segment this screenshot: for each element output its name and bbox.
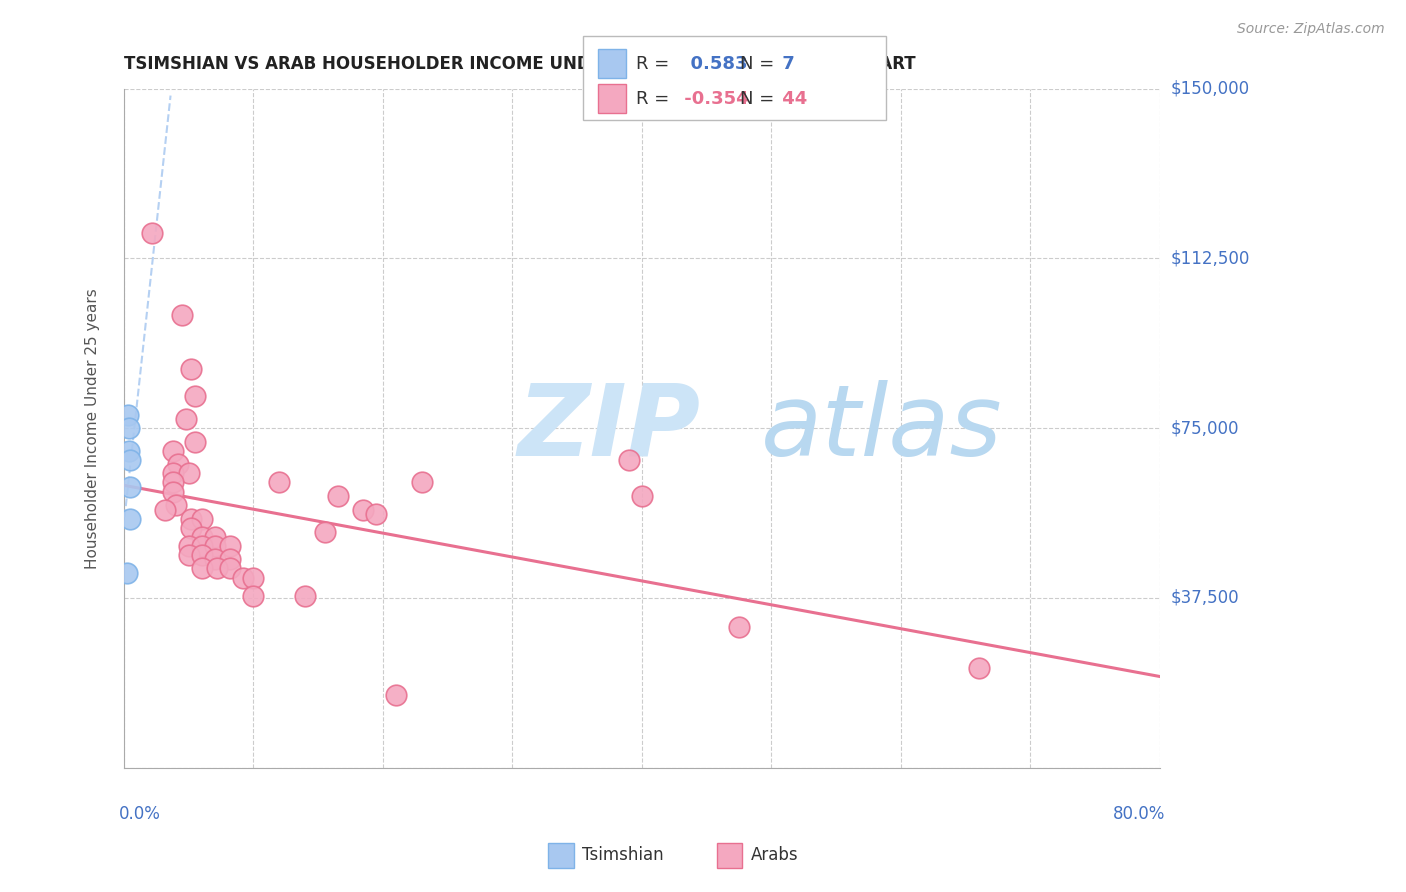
Text: Source: ZipAtlas.com: Source: ZipAtlas.com (1237, 22, 1385, 37)
Point (631, 489, 654, 503)
Point (219, 552, 242, 566)
Point (174, 412, 197, 426)
Text: R =: R = (636, 54, 669, 73)
Point (219, 539, 242, 553)
Point (190, 561, 212, 575)
Point (314, 525, 336, 540)
Text: $37,500: $37,500 (1171, 589, 1240, 607)
Y-axis label: Householder Income Under 25 years: Householder Income Under 25 years (86, 288, 100, 568)
Text: TSIMSHIAN VS ARAB HOUSEHOLDER INCOME UNDER 25 YEARS CORRELATION CHART: TSIMSHIAN VS ARAB HOUSEHOLDER INCOME UND… (124, 55, 915, 73)
Point (162, 475, 184, 490)
Text: Tsimshian: Tsimshian (582, 846, 664, 863)
Point (167, 458, 190, 472)
Point (162, 484, 184, 499)
Point (177, 548, 200, 562)
Text: Arabs: Arabs (751, 846, 799, 863)
Point (204, 552, 226, 566)
Point (967, 661, 990, 675)
Text: atlas: atlas (761, 380, 1002, 476)
Point (177, 467, 200, 481)
Point (204, 539, 226, 553)
Point (353, 502, 375, 516)
Point (190, 548, 212, 562)
Text: $75,000: $75,000 (1171, 419, 1240, 437)
Point (232, 570, 254, 584)
Text: $150,000: $150,000 (1171, 79, 1250, 97)
Point (190, 530, 212, 544)
Point (326, 489, 349, 503)
Point (184, 434, 207, 449)
Text: 44: 44 (776, 89, 807, 108)
Point (242, 570, 264, 584)
Point (155, 502, 177, 516)
Point (411, 475, 433, 490)
Text: 0.0%: 0.0% (118, 805, 160, 823)
Text: -0.354: -0.354 (678, 89, 748, 108)
Point (177, 539, 200, 553)
Text: R =: R = (636, 89, 669, 108)
Point (242, 589, 264, 603)
Point (180, 521, 202, 535)
Point (728, 620, 751, 634)
Point (190, 539, 212, 553)
Point (204, 530, 226, 544)
Text: N =: N = (740, 89, 773, 108)
Point (172, 308, 194, 322)
Point (366, 507, 388, 521)
Point (219, 561, 242, 575)
Point (162, 467, 184, 481)
Text: 80.0%: 80.0% (1112, 805, 1166, 823)
Point (184, 389, 207, 403)
Point (205, 561, 228, 575)
Point (115, 566, 138, 580)
Point (180, 511, 202, 525)
Text: 0.583: 0.583 (678, 54, 747, 73)
Text: N =: N = (740, 54, 773, 73)
Point (117, 408, 139, 422)
Text: 7: 7 (776, 54, 794, 73)
Point (165, 498, 187, 512)
Point (294, 589, 316, 603)
Point (269, 475, 291, 490)
Point (162, 443, 184, 458)
Point (120, 480, 142, 494)
Text: $112,500: $112,500 (1171, 250, 1250, 268)
Point (120, 453, 142, 467)
Point (180, 362, 202, 376)
Point (118, 443, 141, 458)
Text: ZIP: ZIP (517, 380, 700, 476)
Point (120, 511, 142, 525)
Point (141, 227, 163, 241)
Point (617, 453, 640, 467)
Point (190, 511, 212, 525)
Point (385, 688, 408, 702)
Point (118, 421, 141, 435)
